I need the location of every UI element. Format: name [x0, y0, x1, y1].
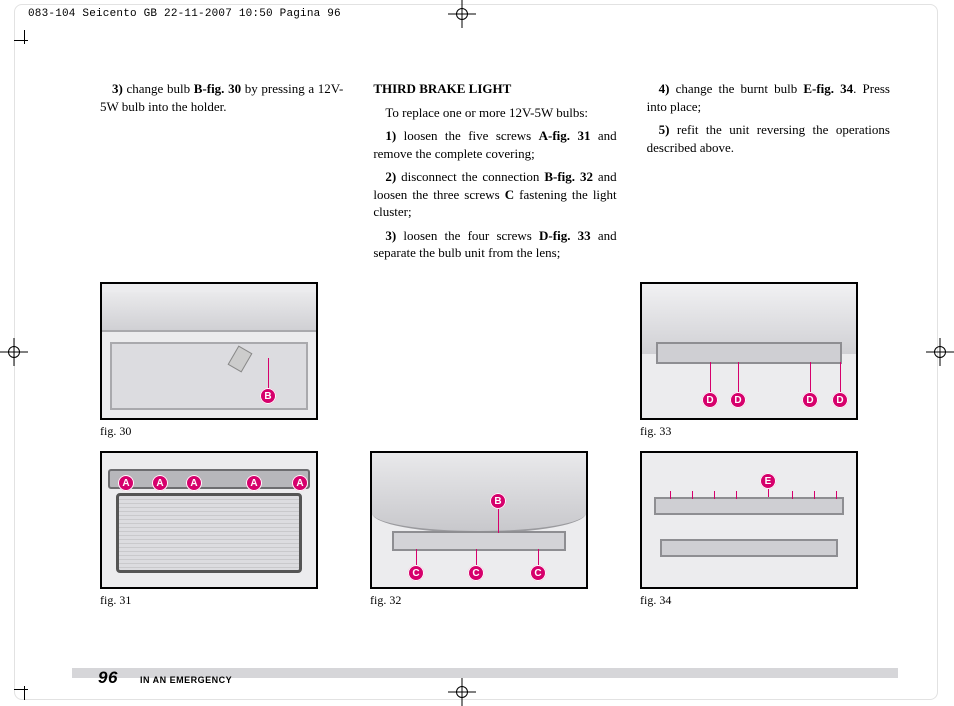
figure-31-glass [116, 493, 302, 573]
leader-line [840, 362, 841, 392]
footer-section: IN AN EMERGENCY [140, 675, 232, 685]
badge-d: D [832, 392, 848, 408]
leader-line [268, 358, 269, 388]
badge-b: B [260, 388, 276, 404]
figure-30: B P4Q00116 fig. 30 [100, 282, 350, 439]
text: change the burnt bulb [670, 81, 804, 96]
step-number: 5) [659, 122, 670, 137]
fig-ref: C [505, 187, 514, 202]
badge-c: C [468, 565, 484, 581]
text: loosen the five screws [396, 128, 538, 143]
badge-a: A [118, 475, 134, 491]
figure-32-caption: fig. 32 [370, 593, 620, 608]
page-number: 96 [98, 668, 118, 688]
figure-32-frame: B C C C P4Q00118 [370, 451, 588, 589]
figure-32-bar [392, 531, 566, 551]
badge-d: D [730, 392, 746, 408]
registration-mark-top [448, 0, 476, 28]
column-middle: THIRD BRAKE LIGHT To replace one or more… [373, 80, 616, 268]
badge-d: D [802, 392, 818, 408]
text: disconnect the connection [396, 169, 544, 184]
text: change bulb [123, 81, 194, 96]
fig-ref: E-fig. 34 [803, 81, 853, 96]
figure-34: E P4Q00120 fig. 34 [640, 451, 890, 608]
figure-32-lid [372, 453, 586, 533]
leader-line [714, 491, 715, 499]
fig-ref: B-fig. 32 [544, 169, 593, 184]
mid-step-3: 3) loosen the four screws D-fig. 33 and … [373, 227, 616, 262]
badge-e: E [760, 473, 776, 489]
figure-30-panel [110, 342, 308, 410]
crop-mark-bl [14, 680, 34, 700]
step-number: 3) [112, 81, 123, 96]
leader-line [670, 491, 671, 499]
leader-line [538, 549, 539, 565]
text-columns: 3) change bulb B-fig. 30 by pressing a 1… [100, 80, 890, 268]
leader-line [810, 362, 811, 392]
registration-mark-bottom [448, 678, 476, 706]
figure-33: D D D D P4Q00119 fig. 33 [640, 282, 890, 439]
badge-c: C [408, 565, 424, 581]
figure-34-frame: E P4Q00120 [640, 451, 858, 589]
figure-31-topbar [108, 469, 310, 489]
figure-33-strip [656, 342, 842, 364]
leader-line [692, 491, 693, 499]
left-step-3: 3) change bulb B-fig. 30 by pressing a 1… [100, 80, 343, 115]
step-number: 4) [659, 81, 670, 96]
registration-mark-left [0, 338, 28, 366]
figure-31-caption: fig. 31 [100, 593, 350, 608]
intro-text: To replace one or more 12V-5W bulbs: [373, 104, 616, 122]
column-left: 3) change bulb B-fig. 30 by pressing a 1… [100, 80, 343, 268]
badge-a: A [152, 475, 168, 491]
leader-line [710, 362, 711, 392]
leader-line [836, 491, 837, 499]
text: refit the unit reversing the operations … [647, 122, 890, 155]
badge-d: D [702, 392, 718, 408]
figure-33-caption: fig. 33 [640, 424, 890, 439]
badge-a: A [292, 475, 308, 491]
badge-a: A [246, 475, 262, 491]
leader-line [792, 491, 793, 499]
figure-34-strip-b [660, 539, 838, 557]
step-number: 3) [385, 228, 396, 243]
right-step-4: 4) change the burnt bulb E-fig. 34. Pres… [647, 80, 890, 115]
print-slug: 083-104 Seicento GB 22-11-2007 10:50 Pag… [28, 8, 341, 20]
badge-b: B [490, 493, 506, 509]
leader-line [814, 491, 815, 499]
leader-line [476, 549, 477, 565]
leader-line [498, 509, 499, 533]
section-heading: THIRD BRAKE LIGHT [373, 80, 616, 98]
badge-c: C [530, 565, 546, 581]
figure-31: A A A A A P4Q00117 fig. 31 [100, 451, 350, 608]
figure-30-caption: fig. 30 [100, 424, 350, 439]
step-number: 1) [385, 128, 396, 143]
mid-step-1: 1) loosen the five screws A-fig. 31 and … [373, 127, 616, 162]
figure-31-frame: A A A A A P4Q00117 [100, 451, 318, 589]
leader-line [736, 491, 737, 499]
figure-30-frame: B P4Q00116 [100, 282, 318, 420]
text: loosen the four screws [396, 228, 539, 243]
badge-a: A [186, 475, 202, 491]
column-right: 4) change the burnt bulb E-fig. 34. Pres… [647, 80, 890, 268]
figure-33-frame: D D D D P4Q00119 [640, 282, 858, 420]
fig-ref: D-fig. 33 [539, 228, 591, 243]
fig-ref: B-fig. 30 [194, 81, 241, 96]
right-step-5: 5) refit the unit reversing the operatio… [647, 121, 890, 156]
crop-mark-tl [14, 30, 34, 50]
step-number: 2) [385, 169, 396, 184]
figure-32: B C C C P4Q00118 fig. 32 [370, 451, 620, 608]
figure-30-trim [102, 292, 316, 332]
figure-34-strip-a [654, 497, 844, 515]
mid-step-2: 2) disconnect the connection B-fig. 32 a… [373, 168, 616, 221]
figures-grid: B P4Q00116 fig. 30 D D D D P4Q00119 [100, 282, 890, 608]
figure-34-caption: fig. 34 [640, 593, 890, 608]
fig-ref: A-fig. 31 [539, 128, 591, 143]
leader-line [738, 362, 739, 392]
page: 083-104 Seicento GB 22-11-2007 10:50 Pag… [0, 0, 954, 706]
registration-mark-right [926, 338, 954, 366]
leader-line [416, 549, 417, 565]
